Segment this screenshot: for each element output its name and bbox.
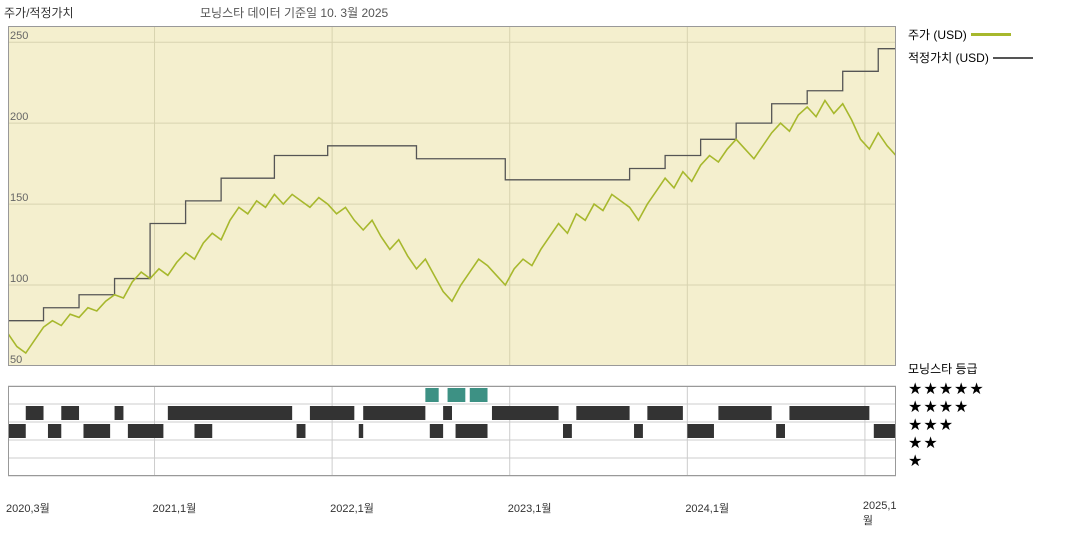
rating-star-row: ★★★★ [908, 399, 1078, 417]
legend-swatch-price [971, 33, 1011, 36]
chart-subtitle: 모닝스타 데이터 기준일 10. 3월 2025 [200, 4, 388, 21]
chart-container: 주가/적정가치 모닝스타 데이터 기준일 10. 3월 2025 50 100 15… [0, 0, 1080, 540]
rating-legend-title: 모닝스타 등급 [908, 360, 1078, 377]
legend-item-fair: 적정가치 (USD) [908, 49, 1078, 66]
svg-text:150: 150 [10, 192, 28, 204]
x-axis-tick-label: 2021,1월 [153, 500, 197, 516]
price-fairvalue-chart: 50 100 150 200 250 [8, 26, 896, 366]
legend-label-price: 주가 (USD) [908, 26, 967, 43]
chart-legend: 주가 (USD) 적정가치 (USD) [908, 26, 1078, 72]
x-axis-tick-label: 2025,1월 [863, 500, 897, 528]
rating-star-row: ★★★★★ [908, 381, 1078, 399]
rating-star-row: ★★ [908, 435, 1078, 453]
x-axis-tick-label: 2023,1월 [508, 500, 552, 516]
svg-text:250: 250 [10, 30, 28, 42]
x-axis-tick-label: 2020,3월 [6, 500, 50, 516]
rating-legend: 모닝스타 등급 ★★★★★★★★★★★★★★★ [908, 360, 1078, 471]
chart-title: 주가/적정가치 [4, 4, 74, 21]
legend-swatch-fair [993, 57, 1033, 59]
rating-timeline [8, 378, 896, 498]
svg-text:200: 200 [10, 111, 28, 123]
rating-star-row: ★★★ [908, 417, 1078, 435]
svg-text:50: 50 [10, 354, 22, 366]
rating-star-row: ★ [908, 453, 1078, 471]
legend-label-fair: 적정가치 (USD) [908, 49, 989, 66]
x-axis-tick-label: 2022,1월 [330, 500, 374, 516]
legend-item-price: 주가 (USD) [908, 26, 1078, 43]
x-axis-tick-label: 2024,1월 [685, 500, 729, 516]
svg-text:100: 100 [10, 273, 28, 285]
